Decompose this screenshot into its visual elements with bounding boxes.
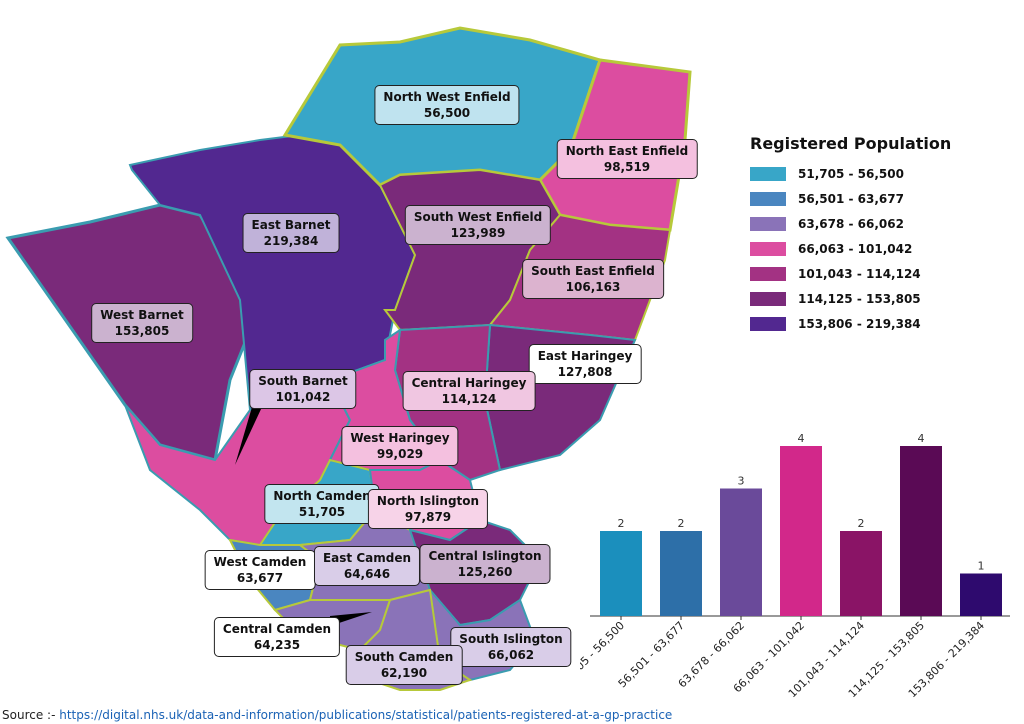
- bar-value-label: 3: [738, 475, 745, 488]
- label-value: 99,029: [376, 447, 424, 461]
- legend-swatch: [750, 242, 786, 256]
- legend-swatch: [750, 167, 786, 181]
- label-central-camden: Central Camden 64,235: [213, 617, 341, 657]
- label-name: East Barnet: [251, 218, 331, 232]
- label-value: 123,989: [450, 226, 506, 240]
- legend-label: 51,705 - 56,500: [798, 167, 904, 181]
- label-name: Central Camden: [222, 622, 332, 636]
- bar[interactable]: [720, 488, 762, 617]
- label-name: South Islington: [459, 632, 563, 646]
- label-name: Central Islington: [428, 549, 542, 563]
- label-north-east-enfield: North East Enfield 98,519: [556, 139, 698, 179]
- bar-value-label: 4: [918, 432, 925, 445]
- bar[interactable]: [600, 531, 642, 616]
- label-name: South Barnet: [258, 374, 348, 388]
- label-value: 106,163: [565, 280, 621, 294]
- legend-label: 63,678 - 66,062: [798, 217, 904, 231]
- label-value: 62,190: [380, 666, 428, 680]
- label-east-camden: East Camden 64,646: [313, 546, 421, 586]
- label-name: South West Enfield: [413, 210, 543, 224]
- callout-central-camden: [330, 612, 372, 626]
- label-name: East Haringey: [537, 349, 633, 363]
- source-prefix: Source :-: [2, 708, 56, 722]
- bar[interactable]: [900, 446, 942, 616]
- legend-item: 56,501 - 63,677: [750, 190, 904, 208]
- callout-south-barnet: [235, 407, 262, 465]
- legend-item: 101,043 - 114,124: [750, 265, 921, 283]
- legend-item: 66,063 - 101,042: [750, 240, 912, 258]
- label-value: 51,705: [298, 505, 346, 519]
- legend-swatch: [750, 292, 786, 306]
- label-name: East Camden: [322, 551, 412, 565]
- bar-value-label: 2: [858, 517, 865, 530]
- legend-label: 56,501 - 63,677: [798, 192, 904, 206]
- legend-swatch: [750, 217, 786, 231]
- label-name: Central Haringey: [411, 376, 527, 390]
- label-value: 127,808: [557, 365, 613, 379]
- bar[interactable]: [780, 446, 822, 616]
- bar-value-label: 4: [798, 432, 805, 445]
- legend-swatch: [750, 267, 786, 281]
- label-south-west-enfield: South West Enfield 123,989: [404, 205, 552, 245]
- label-name: South Camden: [354, 650, 454, 664]
- label-value: 66,062: [487, 648, 535, 662]
- label-name: North Camden: [273, 489, 371, 503]
- bar[interactable]: [840, 531, 882, 616]
- label-east-haringey: East Haringey 127,808: [528, 344, 642, 384]
- legend-title: Registered Population: [750, 134, 952, 153]
- legend-swatch: [750, 192, 786, 206]
- label-value: 219,384: [263, 234, 319, 248]
- label-name: North Islington: [376, 494, 480, 508]
- label-name: North West Enfield: [383, 90, 511, 104]
- label-name: West Camden: [213, 555, 307, 569]
- label-name: North East Enfield: [565, 144, 689, 158]
- bar[interactable]: [660, 531, 702, 616]
- label-west-barnet: West Barnet 153,805: [91, 303, 193, 343]
- legend-swatch: [750, 317, 786, 331]
- legend-label: 66,063 - 101,042: [798, 242, 913, 256]
- legend-item: 63,678 - 66,062: [750, 215, 904, 233]
- label-north-islington: North Islington 97,879: [367, 489, 489, 529]
- label-south-east-enfield: South East Enfield 106,163: [522, 259, 664, 299]
- legend-label: 101,043 - 114,124: [798, 267, 921, 281]
- label-value: 101,042: [275, 390, 331, 404]
- label-name: West Haringey: [350, 431, 450, 445]
- label-value: 114,124: [441, 392, 497, 406]
- label-west-camden: West Camden 63,677: [204, 550, 316, 590]
- label-south-barnet: South Barnet 101,042: [249, 369, 357, 409]
- label-central-haringey: Central Haringey 114,124: [402, 371, 536, 411]
- legend-label: 114,125 - 153,805: [798, 292, 921, 306]
- label-value: 125,260: [457, 565, 513, 579]
- label-name: South East Enfield: [531, 264, 655, 278]
- legend-item: 153,806 - 219,384: [750, 315, 921, 333]
- legend-item: 51,705 - 56,500: [750, 165, 904, 183]
- bar[interactable]: [960, 573, 1002, 617]
- source-note: Source :- https://digital.nhs.uk/data-an…: [2, 708, 672, 722]
- bar-value-label: 2: [618, 517, 625, 530]
- label-south-islington: South Islington 66,062: [450, 627, 572, 667]
- label-value: 56,500: [423, 106, 471, 120]
- label-south-camden: South Camden 62,190: [345, 645, 463, 685]
- label-value: 64,235: [253, 638, 301, 652]
- label-name: West Barnet: [100, 308, 184, 322]
- label-north-west-enfield: North West Enfield 56,500: [374, 85, 520, 125]
- label-value: 153,805: [114, 324, 170, 338]
- bar-value-label: 2: [678, 517, 685, 530]
- label-east-barnet: East Barnet 219,384: [242, 213, 340, 253]
- legend-item: 114,125 - 153,805: [750, 290, 921, 308]
- legend-label: 153,806 - 219,384: [798, 317, 921, 331]
- bar-value-label: 1: [978, 560, 985, 573]
- label-value: 64,646: [343, 567, 391, 581]
- source-link[interactable]: https://digital.nhs.uk/data-and-informat…: [59, 708, 673, 722]
- label-west-haringey: West Haringey 99,029: [341, 426, 459, 466]
- label-central-islington: Central Islington 125,260: [419, 544, 551, 584]
- label-value: 63,677: [236, 571, 284, 585]
- label-north-camden: North Camden 51,705: [264, 484, 380, 524]
- label-value: 97,879: [404, 510, 452, 524]
- label-value: 98,519: [603, 160, 651, 174]
